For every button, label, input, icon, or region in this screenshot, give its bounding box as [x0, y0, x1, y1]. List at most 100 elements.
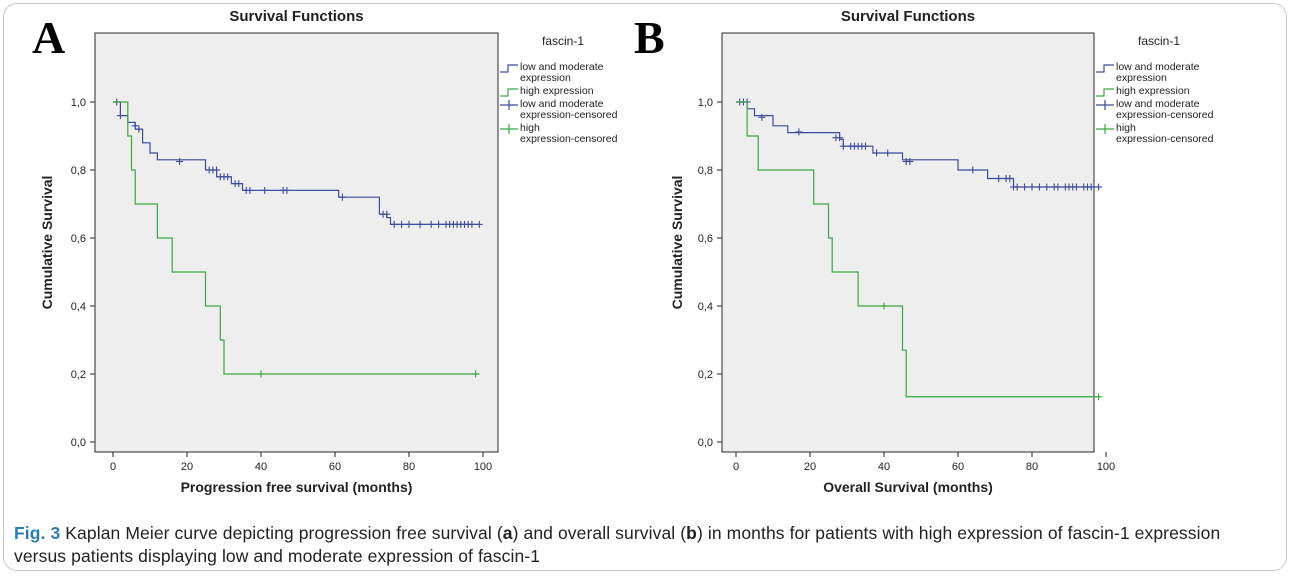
legend-entry: high expression	[1096, 85, 1190, 97]
high-expression-censor-mark	[1095, 393, 1103, 401]
low-moderate-censor-mark	[1095, 183, 1103, 191]
legend-label-line: low and moderate	[520, 61, 604, 73]
legend-label-line: expression-censored	[1116, 133, 1214, 145]
caption-text-2: ) and overall survival (	[512, 523, 687, 543]
legend-label: high expression-censored	[520, 122, 618, 145]
x-tick-label: 40	[255, 461, 267, 473]
legend-entry: low and moderate expression-censored	[1096, 98, 1214, 121]
y-tick-label: 0,2	[71, 369, 86, 381]
low-moderate-censor-mark	[884, 149, 892, 157]
panel-label-a: A	[32, 12, 66, 63]
high-expression-censor-mark	[257, 370, 265, 378]
y-tick-label: 0,0	[71, 437, 86, 449]
legend-entry: low and moderate expression	[500, 61, 604, 84]
caption-label: Fig. 3	[14, 523, 61, 543]
x-axis-label: Overall Survival (months)	[823, 479, 993, 495]
low-moderate-censor-mark	[338, 193, 346, 201]
low-moderate-censor-mark	[1087, 183, 1095, 191]
legend-line-swatch	[1096, 64, 1114, 73]
caption-ref-a: a	[502, 523, 513, 543]
legend-label: low and moderate expression	[520, 61, 604, 84]
low-moderate-censor-mark	[416, 220, 424, 228]
y-tick-label: 0,2	[698, 369, 713, 381]
legend-label-line: low and moderate	[1116, 61, 1200, 73]
low-moderate-censor-mark	[246, 186, 254, 194]
low-moderate-censor-mark	[135, 125, 143, 133]
caption-text-3: ) in months for patients with high expre…	[14, 523, 1221, 566]
legend-label-line: low and moderate	[520, 98, 604, 110]
low-moderate-censor-mark	[235, 180, 243, 188]
low-moderate-censor-mark	[862, 142, 869, 150]
low-moderate-censor-mark	[224, 173, 232, 181]
high-expression-censor-mark	[472, 370, 480, 378]
legend-label-line: high	[520, 122, 540, 134]
figure-caption: Fig. 3 Kaplan Meier curve depicting prog…	[14, 522, 1276, 568]
low-moderate-censor-mark	[283, 186, 291, 194]
plot-area	[94, 32, 499, 453]
low-moderate-censor-mark	[1072, 183, 1080, 191]
low-moderate-censor-mark	[1028, 183, 1036, 191]
legend-title: fascin-1	[542, 34, 584, 48]
y-axis-label: Cumulative Survival	[39, 176, 55, 310]
legend-label: high expression-censored	[1116, 122, 1214, 145]
chart-title: Survival Functions	[229, 8, 363, 25]
low-moderate-censor-mark	[468, 220, 476, 228]
x-tick-label: 60	[329, 461, 341, 473]
legend-label-line: high	[1116, 122, 1136, 134]
legend-entry: low and moderate expression-censored	[500, 98, 618, 121]
low-moderate-censor-mark	[398, 220, 406, 228]
legend-entry: high expression-censored	[500, 122, 618, 145]
x-tick-label: 80	[1026, 461, 1038, 473]
legend-label: high expression	[1116, 85, 1190, 97]
legend-entry: high expression-censored	[1096, 122, 1214, 145]
x-tick-label: 0	[110, 461, 116, 473]
x-tick-label: 80	[403, 461, 415, 473]
y-tick-label: 0,8	[698, 165, 713, 177]
legend-label: low and moderate expression	[1116, 61, 1200, 84]
low-moderate-censor-mark	[906, 158, 914, 165]
legend-label-line: expression-censored	[520, 109, 618, 121]
low-moderate-censor-mark	[131, 122, 139, 130]
low-moderate-censor-mark	[261, 186, 269, 194]
y-tick-label: 0,8	[71, 165, 86, 177]
x-tick-label: 100	[1097, 461, 1115, 473]
panel-label-b: B	[634, 12, 665, 63]
low-moderate-censor-mark	[969, 166, 977, 174]
legend-line-swatch	[1096, 88, 1114, 97]
x-tick-label: 20	[804, 461, 816, 473]
x-tick-label: 0	[733, 461, 739, 473]
legend-label-line: high expression	[1116, 85, 1190, 97]
legend-entry: high expression	[500, 85, 594, 97]
y-tick-label: 0,6	[698, 233, 713, 245]
legend-entry: low and moderate expression	[1096, 61, 1200, 84]
low-moderate-censor-mark	[213, 166, 221, 174]
x-axis-label: Progression free survival (months)	[181, 479, 413, 495]
x-tick-label: 60	[952, 461, 964, 473]
plot-area	[721, 32, 1095, 453]
low-moderate-censor-mark	[795, 128, 803, 136]
low-moderate-censor-mark	[427, 220, 435, 228]
legend-line-swatch	[500, 88, 518, 97]
survival-chart-a: Survival Functions 0,0 0,2 0,4 0,6 0,8 1,0 0 20 4…	[39, 8, 618, 495]
low-moderate-censor-mark	[1035, 183, 1043, 191]
low-moderate-censor-mark	[1013, 183, 1021, 191]
legend-label: low and moderate expression-censored	[1116, 98, 1214, 121]
chart-title: Survival Functions	[841, 8, 975, 25]
high-expression-censor-mark	[880, 302, 888, 310]
low-moderate-censor-mark	[836, 134, 844, 142]
low-moderate-censor-mark	[383, 210, 391, 218]
low-moderate-censor-mark	[995, 175, 1003, 182]
high-expression-survival-line	[113, 101, 480, 375]
legend-label-line: expression	[520, 72, 571, 84]
legend-label-line: expression-censored	[520, 133, 618, 145]
x-tick-label: 40	[878, 461, 890, 473]
y-tick-label: 1,0	[71, 97, 86, 109]
x-tick-label: 100	[474, 461, 492, 473]
low-moderate-censor-mark	[405, 220, 413, 228]
caption-ref-b: b	[686, 523, 697, 543]
low-moderate-censor-mark	[1006, 175, 1014, 182]
x-tick-label: 20	[181, 461, 193, 473]
legend-title: fascin-1	[1138, 34, 1180, 48]
y-tick-label: 0,6	[71, 233, 86, 245]
low-moderate-censor-mark	[1043, 183, 1051, 191]
